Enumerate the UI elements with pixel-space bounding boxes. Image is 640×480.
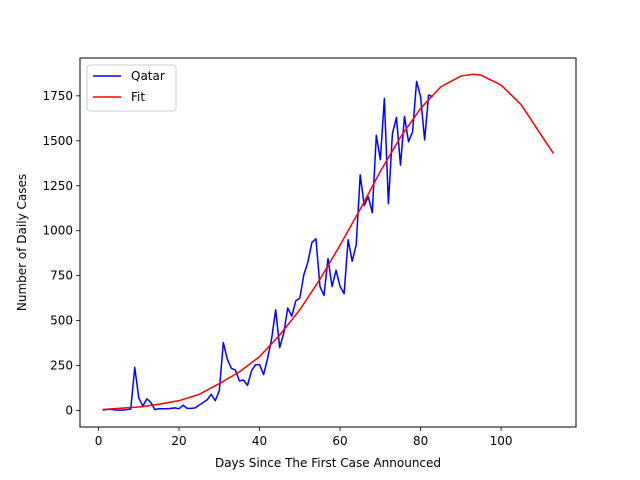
x-tick-label: 80 (413, 434, 428, 448)
x-tick-label: 0 (95, 434, 103, 448)
y-tick-label: 500 (50, 314, 73, 328)
series-layer (102, 73, 555, 411)
y-tick-label: 1500 (42, 134, 73, 148)
x-tick-label: 40 (252, 434, 267, 448)
x-tick-label: 20 (171, 434, 186, 448)
x-axis: 0 20 40 60 80 100 (95, 427, 513, 448)
y-tick-label: 1000 (42, 224, 73, 238)
series-line-fit (102, 73, 555, 411)
y-tick-label: 250 (50, 359, 73, 373)
y-axis: 0 250 500 750 1000 1250 1500 1750 (42, 89, 80, 418)
legend-label-fit: Fit (131, 90, 145, 104)
y-tick-label: 0 (65, 404, 73, 418)
x-tick-label: 60 (332, 434, 347, 448)
legend: Qatar Fit (86, 64, 177, 112)
y-tick-label: 1750 (42, 89, 73, 103)
y-axis-label: Number of Daily Cases (15, 174, 29, 311)
plot-frame (79, 57, 577, 428)
x-tick-label: 100 (490, 434, 513, 448)
y-tick-label: 1250 (42, 179, 73, 193)
legend-label-qatar: Qatar (131, 69, 165, 83)
series-line-qatar (102, 80, 433, 411)
x-axis-label: Days Since The First Case Announced (215, 456, 441, 470)
y-tick-label: 750 (50, 269, 73, 283)
